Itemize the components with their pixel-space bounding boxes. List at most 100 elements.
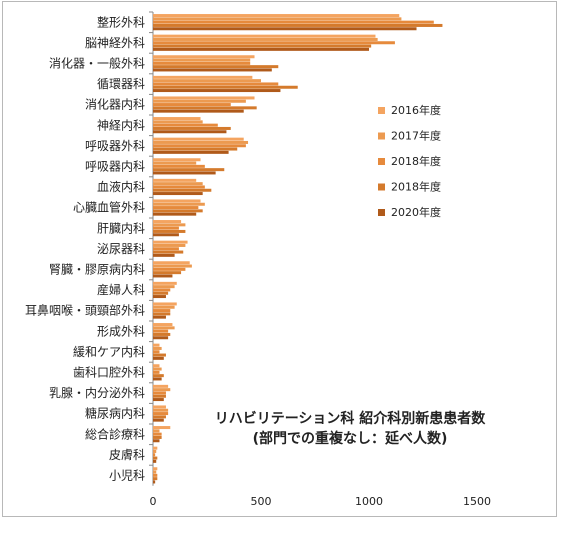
bar (153, 79, 261, 83)
category-label: 泌尿器科 (97, 242, 145, 256)
category-label: 整形外科 (97, 14, 145, 29)
bar (153, 480, 156, 484)
category-label: 総合診療科 (85, 426, 145, 441)
bar (153, 384, 169, 388)
legend-label: 2018年度 (391, 180, 441, 194)
bar (153, 85, 298, 89)
x-tick-label: 500 (251, 495, 272, 508)
bar (153, 326, 175, 330)
category-label: 乳腺・内分泌外科 (49, 386, 145, 400)
bar (153, 391, 166, 395)
bar (153, 323, 173, 327)
category-label: 心臓血管外科 (73, 200, 145, 215)
legend-swatch (378, 183, 385, 191)
category-label: 耳鼻咽喉・頭頸部外科 (25, 303, 145, 318)
bar (153, 312, 171, 316)
bar (153, 140, 249, 144)
legend-swatch (378, 209, 385, 216)
bar (153, 206, 199, 210)
category-label: 呼吸器内科 (85, 160, 145, 174)
bar (153, 274, 173, 278)
bar (153, 120, 203, 124)
bar (153, 233, 179, 237)
bar (153, 202, 205, 206)
bar (153, 453, 156, 457)
bar (153, 477, 158, 481)
bar (153, 199, 201, 203)
category-label: 形成外科 (97, 324, 145, 338)
bar (153, 473, 158, 477)
bar (153, 106, 257, 110)
category-label: 脳神経外科 (85, 36, 145, 50)
bar (153, 17, 402, 21)
bar (153, 329, 169, 333)
category-label: 血液内科 (97, 179, 145, 194)
bar (153, 164, 205, 168)
category-label: 神経内科 (97, 118, 145, 132)
category-label: 消化器・一般外科 (49, 56, 145, 71)
category-label: 小児科 (109, 469, 145, 483)
bar (153, 394, 166, 398)
bar (153, 332, 171, 336)
bar (153, 168, 225, 172)
bar (153, 158, 201, 162)
bar (153, 178, 197, 182)
bar (153, 144, 246, 148)
category-label: 循環器科 (97, 77, 145, 91)
bar (153, 398, 164, 402)
bar (153, 374, 164, 378)
category-label: 糖尿病内科 (85, 406, 145, 421)
bar (153, 281, 177, 285)
bar (153, 291, 169, 295)
bar (153, 350, 160, 354)
x-axis-ticks: 0 500 1000 1500 (150, 495, 492, 508)
bar (153, 147, 238, 151)
category-label: 皮膚科 (109, 447, 145, 462)
bar (153, 418, 164, 422)
bar (153, 109, 244, 113)
bar (153, 188, 212, 192)
bar (153, 336, 169, 340)
bar (153, 58, 251, 62)
bar (153, 27, 417, 31)
bar (153, 130, 227, 134)
bar (153, 192, 203, 196)
bar (153, 55, 255, 59)
x-tick-label: 1500 (463, 495, 491, 508)
bar (153, 226, 179, 230)
bar (153, 302, 177, 306)
chart-title-line: (部門での重複なし：延べ人数) (253, 430, 448, 447)
category-labels: 整形外科脳神経外科消化器・一般外科循環器科消化器内科神経内科呼吸器外科呼吸器内科… (25, 14, 145, 482)
bar (153, 388, 171, 392)
legend-swatch (378, 132, 385, 140)
bar (153, 23, 443, 27)
bar (153, 247, 179, 251)
x-tick-label: 1000 (355, 495, 383, 508)
bar (153, 220, 182, 224)
bar (153, 446, 158, 450)
legend: 2016年度 2017年度 2018年度 2018年度 2020年度 (378, 103, 441, 219)
bar (153, 309, 171, 313)
bar (153, 103, 231, 107)
bar (153, 243, 186, 247)
bar (153, 14, 400, 18)
bar (153, 449, 157, 453)
category-label: 消化器内科 (85, 98, 145, 112)
legend-swatch (378, 158, 385, 165)
bar (153, 185, 205, 189)
bar (153, 41, 395, 45)
bar (153, 96, 255, 100)
bar (153, 459, 157, 463)
bar (153, 150, 229, 154)
bar (153, 267, 186, 271)
bar (153, 271, 182, 275)
bar (153, 223, 186, 227)
bar (153, 305, 175, 309)
category-label: 緩和ケア内科 (73, 345, 145, 359)
bar (153, 61, 251, 65)
bar (153, 161, 197, 165)
bar (153, 240, 188, 244)
bar (153, 212, 197, 216)
bar (153, 99, 246, 103)
